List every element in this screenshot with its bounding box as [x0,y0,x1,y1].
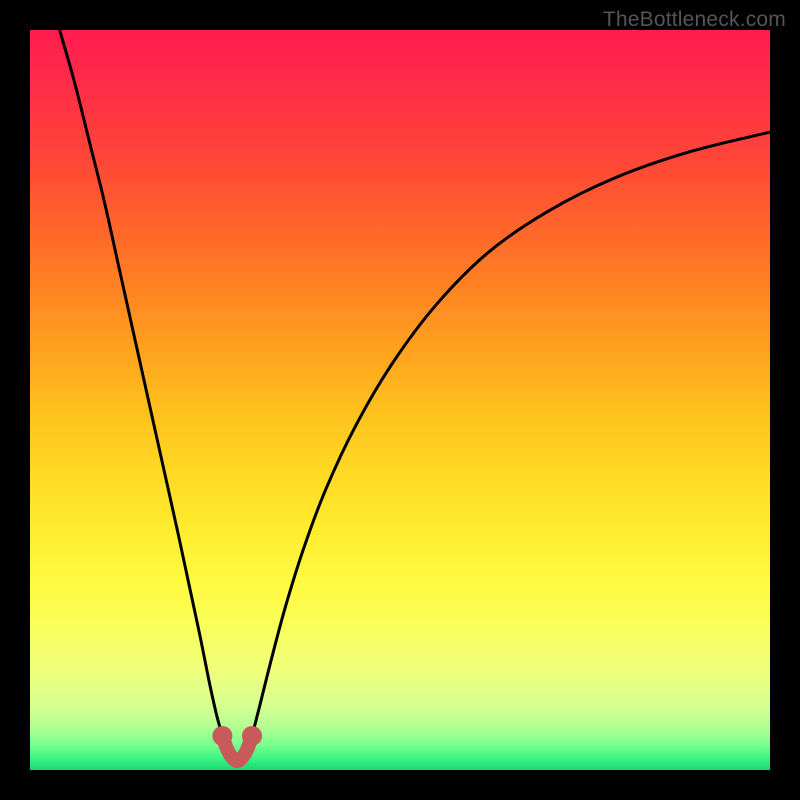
watermark-text: TheBottleneck.com [603,8,786,32]
chart-svg [30,30,770,770]
chart-plot-area [30,30,770,770]
valley-endpoint-right [242,726,262,746]
valley-endpoint-left [212,726,232,746]
gradient-background [30,30,770,770]
